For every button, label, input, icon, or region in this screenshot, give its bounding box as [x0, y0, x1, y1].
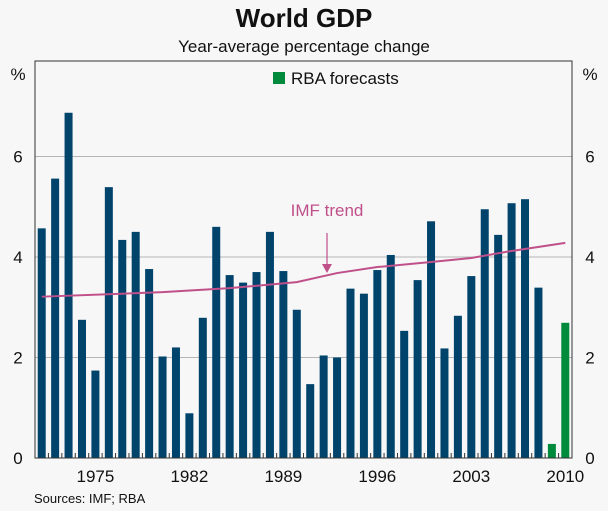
bar-1974	[77, 319, 86, 458]
chart-title: World GDP	[236, 3, 373, 33]
bar-1975	[91, 370, 100, 458]
bar-1979	[145, 269, 154, 458]
trend-line-group	[41, 241, 566, 298]
x-tick-label-2010: 2010	[546, 467, 584, 486]
source-note: Sources: IMF; RBA	[34, 491, 146, 506]
bar-1988	[265, 231, 274, 458]
bar-1991	[306, 384, 315, 458]
annotation-imf-trend: IMF trend	[291, 201, 364, 273]
bar-1989	[279, 271, 288, 458]
bar-1999	[413, 280, 422, 458]
bar-1981	[171, 347, 180, 458]
legend-label-rba-forecasts: RBA forecasts	[291, 69, 399, 88]
y-axis-labels: 0 0 2 2 4 4 6 6	[13, 147, 594, 468]
bar-1972	[51, 178, 60, 458]
x-axis-labels: 1975 1982 1989 1996 2003 2010	[76, 467, 584, 486]
bar-2002	[453, 315, 462, 458]
bar-1995	[359, 293, 368, 458]
bar-2003	[467, 276, 476, 458]
x-tick-label-1982: 1982	[170, 467, 208, 486]
x-tick-label-1996: 1996	[358, 467, 396, 486]
x-tick-label-1975: 1975	[76, 467, 114, 486]
chart-subtitle: Year-average percentage change	[178, 37, 430, 56]
gridlines	[35, 155, 572, 358]
bar-2009-forecast	[547, 443, 556, 458]
bar-2004	[480, 209, 489, 458]
bar-1985	[225, 275, 234, 458]
bar-1971	[37, 228, 46, 458]
bar-2000	[427, 221, 436, 458]
bar-1973	[64, 112, 73, 459]
bar-1977	[118, 239, 127, 458]
bar-1984	[212, 226, 221, 458]
bar-2005	[494, 234, 503, 458]
bar-1997	[386, 254, 395, 458]
bar-1987	[252, 272, 261, 458]
bar-1990	[292, 309, 301, 458]
plot-frame	[34, 60, 573, 459]
y-axis-unit-right: %	[582, 65, 597, 84]
bar-2006	[507, 203, 516, 458]
annotation-arrow-head	[322, 264, 332, 273]
y-tick-label-right-2: 2	[585, 348, 594, 367]
bar-1983	[198, 317, 207, 458]
bar-1978	[131, 231, 140, 458]
bar-1992	[319, 355, 328, 458]
bar-2008	[534, 287, 543, 458]
y-tick-label-left-2: 2	[13, 348, 22, 367]
bar-1976	[104, 187, 113, 458]
bar-1994	[346, 288, 355, 458]
bar-1982	[185, 413, 194, 458]
bar-1998	[400, 330, 409, 458]
bar-2007	[521, 199, 530, 458]
bars	[37, 112, 570, 459]
y-tick-label-left-0: 0	[13, 449, 22, 468]
imf-trend-line	[41, 241, 566, 298]
bar-1993	[333, 357, 342, 458]
annotation-label: IMF trend	[291, 201, 364, 220]
bar-1996	[373, 270, 382, 458]
legend: RBA forecasts	[273, 69, 399, 88]
y-tick-label-right-6: 6	[585, 147, 594, 166]
y-axis-unit-left: %	[10, 65, 25, 84]
bar-1980	[158, 356, 167, 458]
x-tick-label-2003: 2003	[452, 467, 490, 486]
bar-2001	[440, 348, 449, 458]
y-tick-label-left-6: 6	[13, 147, 22, 166]
y-tick-label-right-0: 0	[585, 449, 594, 468]
y-tick-label-left-4: 4	[13, 248, 22, 267]
x-axis-ticks	[47, 453, 560, 458]
y-tick-label-right-4: 4	[585, 248, 594, 267]
bar-2010-forecast	[561, 322, 570, 458]
bar-1986	[239, 282, 248, 458]
legend-swatch-rba-forecasts	[273, 72, 285, 84]
x-tick-label-1989: 1989	[264, 467, 302, 486]
